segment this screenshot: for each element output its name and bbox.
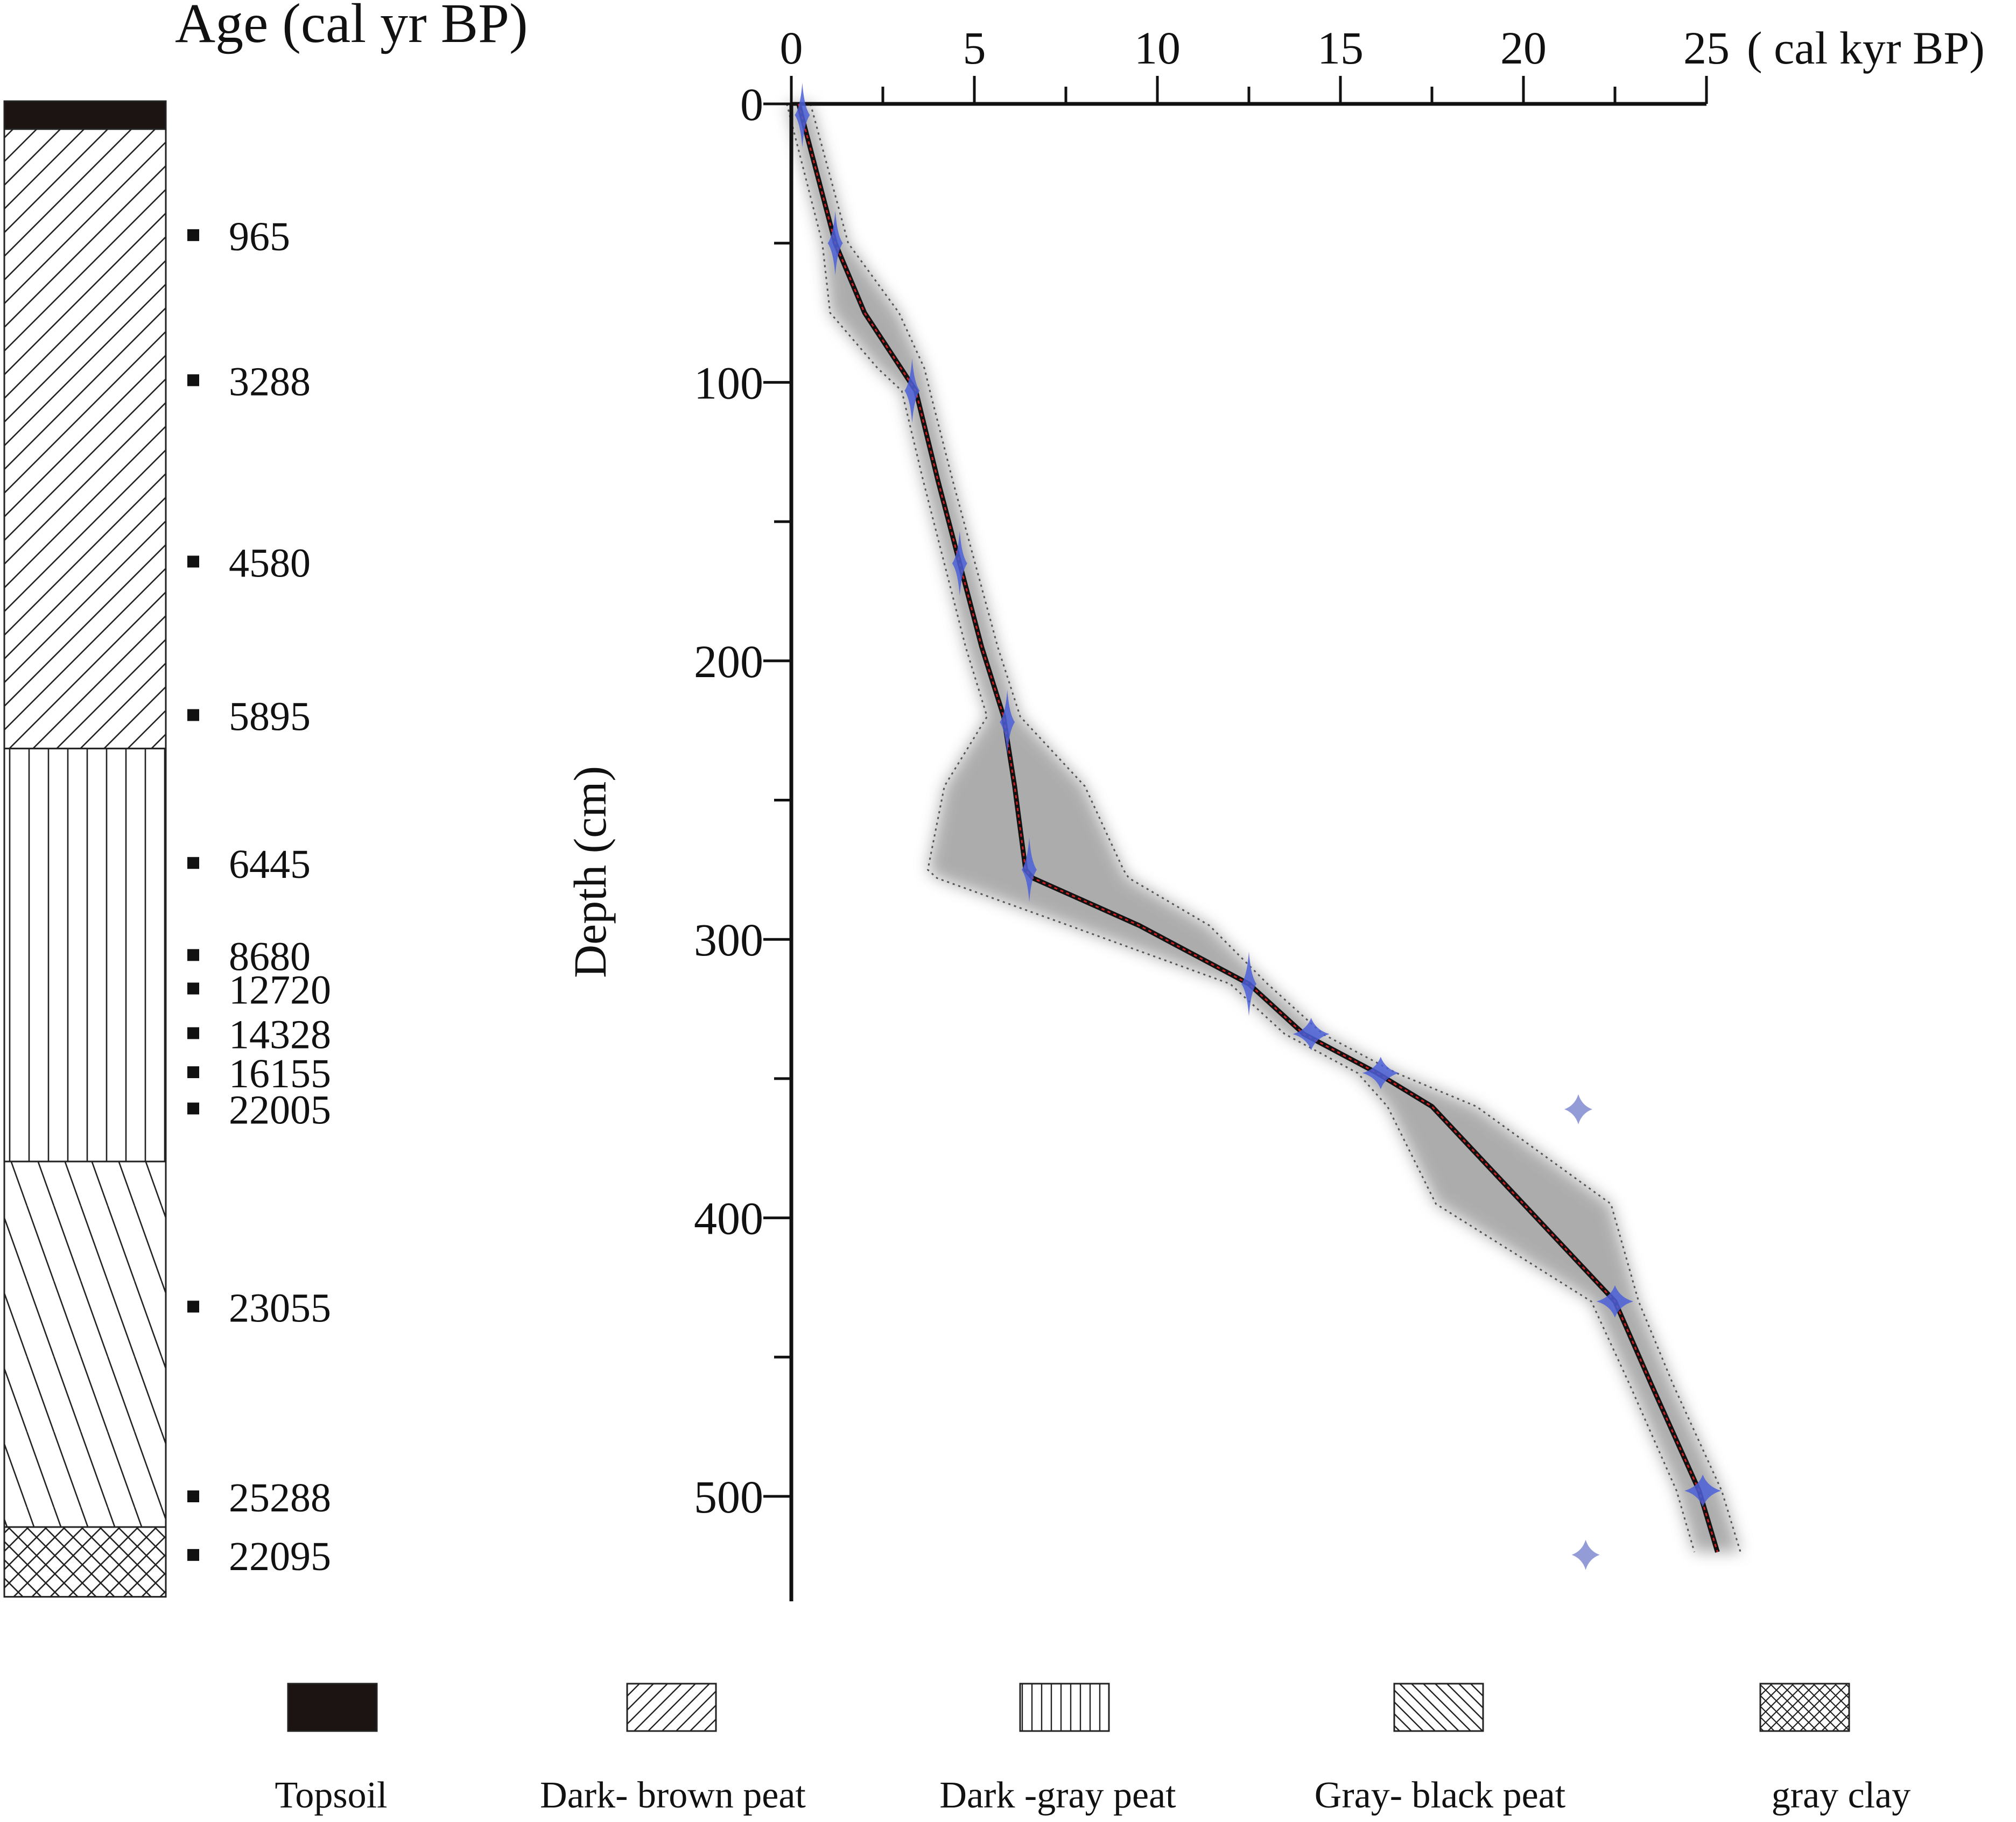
core-age-label: 25288 — [229, 1475, 331, 1521]
legend-label-dark-gray: Dark -gray peat — [939, 1775, 1176, 1816]
core-layer-topsoil — [3, 100, 167, 130]
legend-swatch-gray-black — [1393, 1683, 1484, 1732]
core-age-label: 6445 — [229, 842, 311, 887]
legend-label-gray-black: Gray- black peat — [1315, 1775, 1566, 1816]
legend-swatch-dark-brown — [626, 1683, 717, 1732]
core-age-marker — [187, 949, 199, 961]
x-tick-label: 25 — [1683, 22, 1730, 74]
dated-sample-marker — [827, 210, 843, 276]
uncertainty-envelope — [786, 103, 1741, 1552]
core-age-label: 22005 — [229, 1087, 331, 1132]
age-depth-chart: 0 5 10 15 20 25 0 100 200 300 400 500 ( cal kyr BP… — [564, 22, 1985, 1601]
uncertainty-lower-bound — [786, 103, 1696, 1552]
x-ticks: 0 5 10 15 20 25 — [780, 22, 1730, 104]
dated-sample-marker — [1022, 837, 1037, 902]
dated-sample-marker — [1241, 951, 1256, 1016]
legend-swatch-topsoil — [287, 1683, 378, 1732]
core-layer-gray-black — [3, 1160, 167, 1528]
core-age-marker — [187, 982, 199, 995]
core-layers — [3, 100, 167, 1598]
core-age-marker — [187, 1490, 199, 1502]
legend-swatch-dark-gray — [1019, 1683, 1110, 1732]
uncertainty-upper-bound — [810, 103, 1741, 1552]
core-age-marker — [187, 1300, 199, 1313]
legend-label-topsoil: Topsoil — [275, 1775, 387, 1816]
dated-samples — [795, 82, 1722, 1570]
legend-swatch-gray-clay — [1759, 1683, 1850, 1732]
core-title: Age (cal yr BP) — [175, 0, 528, 54]
core-age-marker — [187, 555, 199, 568]
core-layer-gray-clay — [3, 1526, 167, 1598]
core-age-marker — [187, 229, 199, 241]
core-age-label: 14328 — [229, 1012, 331, 1057]
core-age-label: 12720 — [229, 968, 331, 1013]
dated-sample-marker — [1684, 1474, 1722, 1507]
core-age-label: 16155 — [229, 1051, 331, 1096]
dated-sample-marker — [1362, 1057, 1399, 1089]
y-tick-label: 100 — [694, 357, 763, 409]
y-tick-label: 200 — [694, 636, 763, 687]
x-tick-label: 0 — [780, 22, 803, 74]
core-age-marker — [187, 374, 199, 386]
core-age-marker — [187, 1066, 199, 1079]
core-age-label: 4580 — [229, 540, 311, 586]
dated-sample-marker — [795, 82, 810, 147]
y-axis-label: Depth (cm) — [564, 766, 616, 978]
x-tick-label: 10 — [1134, 22, 1181, 74]
legend-label-dark-brown: Dark- brown peat — [540, 1775, 806, 1816]
dated-sample-marker — [1597, 1285, 1633, 1318]
y-tick-label: 0 — [740, 79, 763, 130]
y-tick-label: 500 — [694, 1471, 763, 1523]
core-age-labels: 9653288458058956445868012720143281615522… — [187, 214, 331, 1579]
x-axis-label: ( cal kyr BP) — [1747, 22, 1985, 74]
core-column: Age (cal yr BP) 965328845805895644586801… — [3, 0, 528, 1598]
core-age-label: 3288 — [229, 359, 311, 404]
x-tick-label: 20 — [1500, 22, 1547, 74]
y-tick-label: 300 — [694, 914, 763, 966]
core-age-marker — [187, 857, 199, 869]
dated-sample-marker — [952, 531, 967, 596]
core-age-marker — [187, 709, 199, 721]
legend: Topsoil Dark- brown peat Dark -gray peat Gr… — [275, 1683, 1910, 1816]
core-age-marker — [187, 1549, 199, 1561]
core-age-label: 8680 — [229, 934, 311, 979]
core-layer-dark-gray — [3, 748, 167, 1163]
uncertainty-shade — [786, 104, 1741, 1552]
y-ticks: 0 100 200 300 400 500 — [694, 79, 791, 1523]
dated-sample-marker — [1293, 1018, 1330, 1051]
dated-sample-marker — [904, 358, 920, 423]
core-layer-dark-brown — [3, 128, 167, 750]
legend-label-gray-clay: gray clay — [1772, 1775, 1910, 1816]
core-age-label: 22095 — [229, 1534, 331, 1579]
core-age-label: 23055 — [229, 1285, 331, 1331]
core-age-label: 5895 — [229, 694, 311, 739]
core-age-marker — [187, 1027, 199, 1039]
y-tick-label: 400 — [694, 1193, 763, 1244]
outlier-sample-marker — [1571, 1539, 1600, 1570]
core-age-label: 965 — [229, 214, 290, 259]
x-tick-label: 15 — [1317, 22, 1364, 74]
dated-sample-marker — [1000, 690, 1015, 755]
core-age-marker — [187, 1102, 199, 1115]
outlier-sample-marker — [1564, 1094, 1592, 1124]
x-tick-label: 5 — [963, 22, 986, 74]
chart-axes — [789, 102, 1706, 1601]
